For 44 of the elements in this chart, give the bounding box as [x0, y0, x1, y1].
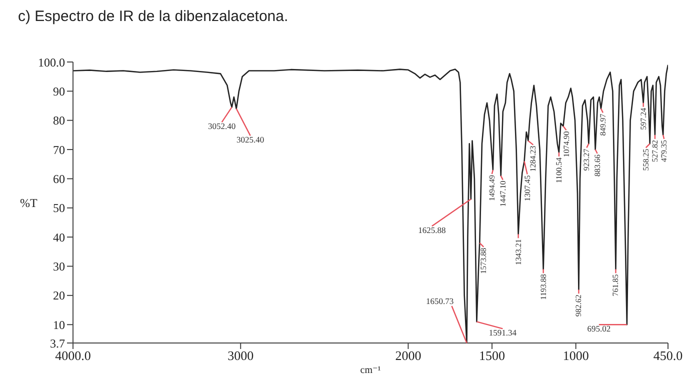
x-tick-label: 1000 — [562, 348, 589, 364]
annotation: 597.24 — [638, 108, 648, 130]
annotation: 1284.23 — [528, 146, 538, 172]
x-tick-label: 450.0 — [653, 348, 683, 364]
y-tick-label: 80 — [53, 114, 65, 128]
y-tick-label: 3.7 — [50, 336, 65, 350]
x-tick-label: 1500 — [479, 348, 506, 364]
annotation: 479.35 — [660, 140, 669, 162]
annotation: 923.27 — [582, 148, 592, 171]
annotation: 883.66 — [592, 154, 602, 177]
annotation: 1193.88 — [538, 274, 548, 300]
annotation: 3052.40 — [208, 121, 236, 132]
annotation: 849.97 — [598, 114, 608, 136]
y-tick-label: 60 — [53, 172, 65, 186]
annotation: 1343.21 — [514, 239, 523, 266]
annotation: 3025.40 — [236, 134, 264, 145]
annotation: 1650.73 — [426, 296, 454, 306]
annotation: 982.62 — [574, 294, 584, 317]
annotation: 1591.34 — [488, 328, 518, 338]
y-tick-label: 20 — [53, 288, 65, 303]
y-tick-label: 100.0 — [38, 55, 65, 70]
x-tick-label: 2000 — [395, 348, 422, 364]
annotation: 761.85 — [611, 274, 620, 296]
y-tick-label: 10 — [53, 318, 65, 332]
y-tick-label: 70 — [53, 142, 65, 157]
annotation: 1447.10 — [498, 180, 508, 207]
annotation: 1074.90 — [562, 131, 571, 158]
y-tick-label: 40 — [53, 230, 65, 244]
x-axis-title: cm⁻¹ — [360, 365, 381, 376]
annotation: 527.82 — [650, 140, 660, 162]
annotation: 558.25 — [641, 148, 650, 171]
x-tick-label: 3000 — [228, 348, 254, 364]
y-tick-label: 50 — [53, 201, 65, 216]
annotation: 1573.88 — [479, 248, 488, 274]
x-tick-label: 4000.0 — [55, 348, 91, 364]
y-axis-title: %T — [20, 196, 38, 210]
annotation: 1625.88 — [418, 225, 446, 236]
y-tick-label: 30 — [53, 260, 65, 274]
annotation: 1494.49 — [487, 174, 496, 201]
annotation: 1100.54 — [554, 157, 564, 184]
y-tick-label: 90 — [53, 84, 65, 98]
annotation: 695.02 — [587, 324, 611, 334]
annotation: 1307.45 — [522, 175, 532, 202]
chart-title: c) Espectro de IR de la dibenzalacetona. — [18, 8, 288, 25]
